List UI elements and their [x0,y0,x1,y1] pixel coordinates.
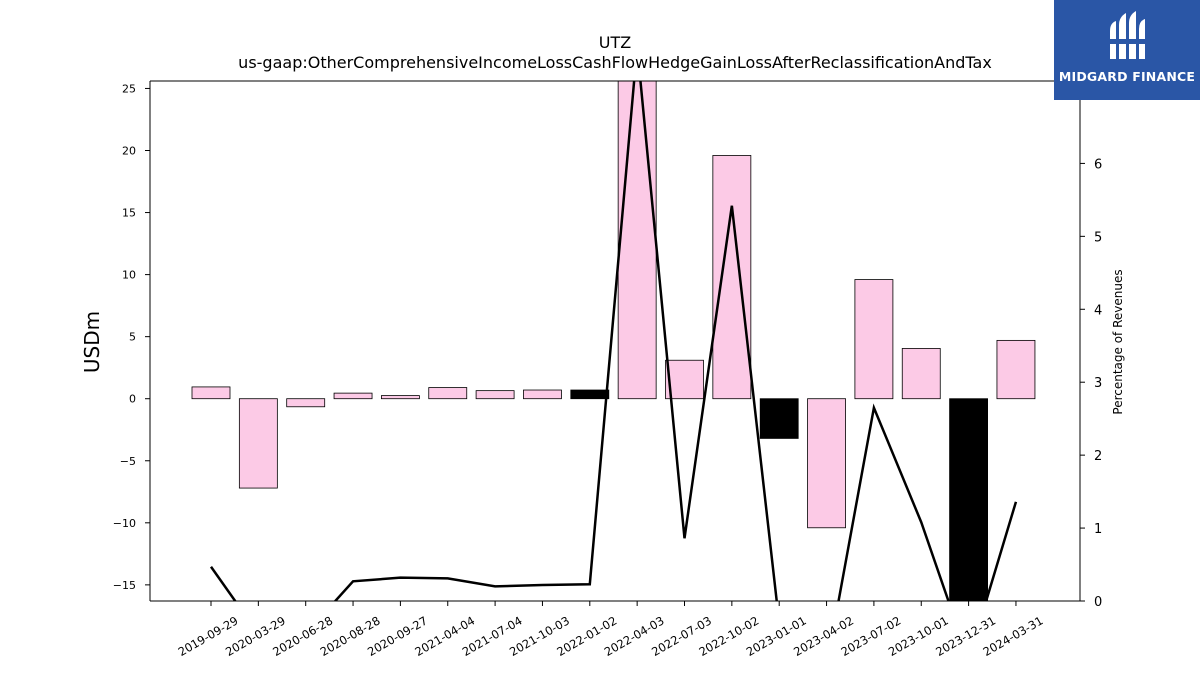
brand-name: MIDGARD FINANCE [1058,69,1196,84]
ratio-line-series [209,81,1018,601]
chart-subtitle: us-gaap:OtherComprehensiveIncomeLossCash… [238,53,992,72]
y-axis-label: USDm [80,311,104,373]
bar-2023-07-02 [854,279,894,400]
bar-2023-12-31 [949,398,988,601]
bar-2024-03-31 [996,339,1036,400]
bar-2022-07-03 [665,359,704,400]
bar-2020-09-27 [380,395,420,400]
y-tick-label: −15 [113,579,136,592]
y-tick-label: 25 [122,82,136,95]
y2-tick-label: 5 [1094,230,1102,245]
bar-series [191,81,1036,601]
chart-title: UTZ [599,33,631,52]
bar-2021-04-04 [428,387,468,400]
y-tick-label: −10 [113,517,136,530]
y2-tick-label: 3 [1094,376,1102,391]
bar-2021-07-04 [475,390,515,400]
y2-tick-label: 2 [1094,449,1102,464]
brand-logo: MIDGARD FINANCE [1054,0,1200,100]
y-tick-label: 0 [129,393,136,406]
midgard-logo-icon [1110,11,1145,59]
y2-axis-label: Percentage of Revenues [1111,269,1125,414]
bar-2022-10-02 [712,155,752,400]
bar-2023-01-01 [759,398,799,439]
bar-2022-01-02 [570,389,610,400]
bar-2019-09-29 [191,386,231,400]
y-tick-label: 5 [129,331,136,344]
y-tick-label: 15 [122,207,136,220]
ratio-line [209,81,1018,601]
bar-2023-04-02 [807,398,846,529]
y2-tick-label: 6 [1094,157,1102,172]
bar-2020-08-28 [333,392,373,400]
bar-2020-06-28 [286,398,326,408]
bar-2021-10-03 [523,389,562,400]
bar-2023-10-01 [901,348,941,400]
bar-2020-03-29 [238,398,278,489]
y-tick-label: 20 [122,144,136,157]
y-tick-label: −5 [120,455,136,468]
y-tick-label: 10 [122,269,136,282]
y2-tick-label: 0 [1094,595,1102,610]
y2-tick-label: 4 [1094,303,1102,318]
bar-2022-04-03 [617,81,657,400]
y2-tick-label: 1 [1094,522,1102,537]
